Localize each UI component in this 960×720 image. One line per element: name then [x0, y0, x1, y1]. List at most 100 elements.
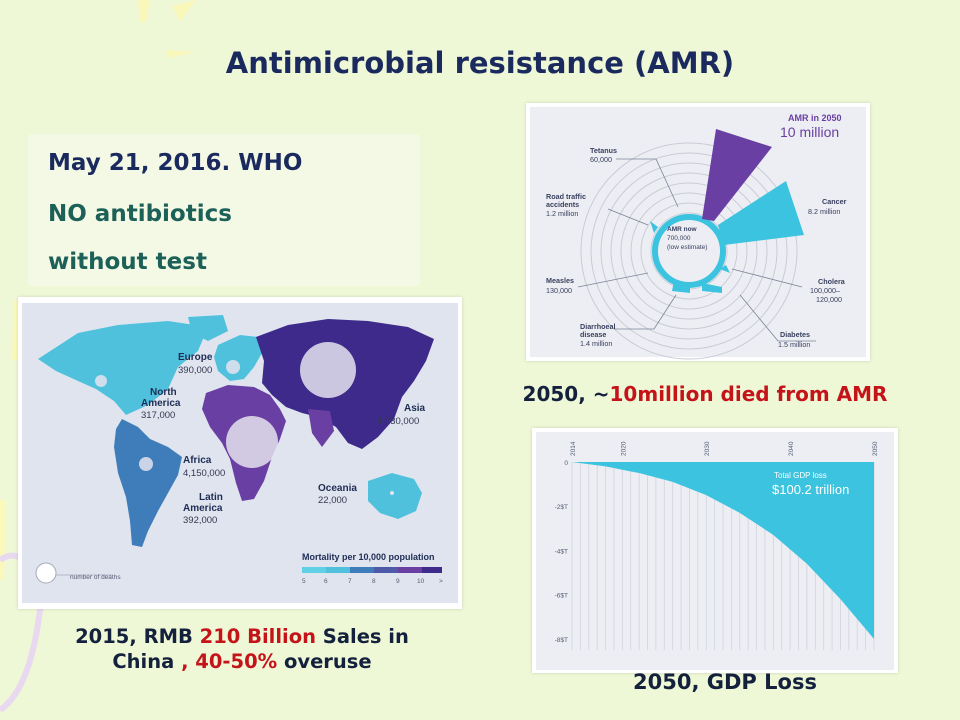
- amr-now-note: (low estimate): [667, 244, 707, 251]
- diabetes-label: Diabetes: [780, 330, 810, 339]
- who-recommendation-line1: NO antibiotics: [48, 201, 232, 227]
- map-caption-part: China: [112, 650, 175, 673]
- who-note-box: [28, 134, 420, 286]
- scale-tick: >: [439, 578, 443, 585]
- europe-deaths: 390,000: [178, 365, 212, 376]
- india-shape: [308, 409, 334, 447]
- map-caption-part: overuse: [277, 650, 372, 673]
- diarrhoea-segment: [672, 281, 690, 293]
- scale-tick: 6: [324, 578, 328, 585]
- who-recommendation-line2: without test: [48, 249, 207, 275]
- north-america-shape: [38, 321, 208, 415]
- latin-america-label-line1: Latin: [199, 492, 223, 503]
- mortality-legend-title: Mortality per 10,000 population: [302, 552, 435, 562]
- bubble-legend-icon: [35, 562, 57, 584]
- gdp-x-tick-label: 2050: [872, 441, 879, 456]
- gdp-caption: 2050, GDP Loss: [633, 670, 817, 694]
- concentric-rings: [580, 142, 798, 360]
- cholera-value: 100,000–: [810, 286, 840, 295]
- scale-tick: 5: [302, 578, 306, 585]
- amr-now-label: AMR now: [667, 226, 698, 233]
- caption-year: 2050, ~: [522, 382, 610, 406]
- cancer-segment: [718, 181, 804, 245]
- north-america-deaths-bubble: [95, 375, 107, 387]
- who-date: May 21, 2016. WHO: [48, 150, 303, 176]
- cholera-label: Cholera: [818, 277, 846, 286]
- cancer-value: 8.2 million: [808, 207, 840, 216]
- gdp-x-tick-label: 2014: [570, 441, 577, 456]
- diabetes-segment: [702, 283, 722, 293]
- amr-comparison-chart: AMR in 2050 10 million AMR now 700,000 (…: [526, 103, 870, 361]
- diarrhoeal-label-line1: Diarrhoeal: [580, 322, 616, 331]
- map-caption-highlight: 210 Billion: [199, 625, 317, 648]
- africa-deaths: 4,150,000: [183, 468, 225, 479]
- asia-label: Asia: [404, 403, 426, 414]
- oceania-deaths: 22,000: [318, 495, 347, 506]
- ring-graphic: AMR in 2050 10 million AMR now 700,000 (…: [530, 107, 866, 360]
- greenland-shape: [188, 315, 228, 341]
- road-traffic-value: 1.2 million: [546, 209, 578, 218]
- europe-label: Europe: [178, 352, 213, 363]
- europe-shape: [214, 335, 262, 381]
- map-caption-part: Sales in: [316, 625, 409, 648]
- amr-2050-title: AMR in 2050: [788, 113, 842, 123]
- amr-2050-segment: [702, 129, 772, 221]
- diarrhoeal-value: 1.4 million: [580, 339, 612, 348]
- oceania-deaths-bubble: [390, 491, 394, 495]
- cancer-label: Cancer: [822, 197, 847, 206]
- world-mortality-map: Europe North America Asia Africa Latin A…: [18, 297, 462, 609]
- cholera-segment: [720, 265, 730, 273]
- road-traffic-label-line2: accidents: [546, 200, 579, 209]
- north-america-label-line1: North: [150, 387, 177, 398]
- ring-chart-caption: 2050, ~10million died from AMR: [490, 382, 920, 406]
- map-caption: 2015, RMB 210 Billion Sales in China , 40…: [40, 624, 444, 674]
- amr-2050-value: 10 million: [780, 124, 839, 140]
- caption-highlight: 10million died from AMR: [609, 382, 888, 406]
- map-caption-part: 2015, RMB: [75, 625, 200, 648]
- mortality-color-scale: [302, 567, 442, 573]
- scale-tick: 7: [348, 578, 352, 585]
- road-traffic-label-line1: Road traffic: [546, 192, 586, 201]
- scale-tick: 10: [417, 578, 425, 585]
- latin-america-shape: [114, 419, 182, 547]
- map-caption-highlight: , 40-50%: [174, 650, 278, 673]
- scale-tick: 9: [396, 578, 400, 585]
- latin-america-deaths-bubble: [139, 457, 153, 471]
- gdp-y-tick-label: -2$T: [555, 504, 568, 511]
- oceania-shape: [368, 473, 422, 519]
- gdp-chart-graphic: 0 -2$T -4$T -6$T -8$T 2014 2020 2030 2040 2050 T…: [536, 432, 894, 670]
- gdp-loss-chart: 0 -2$T -4$T -6$T -8$T 2014 2020 2030 2040 2050 T…: [532, 428, 898, 673]
- europe-deaths-bubble: [226, 360, 240, 374]
- gdp-y-tick-label: -6$T: [555, 593, 568, 600]
- slide-title: Antimicrobial resistance (AMR): [225, 46, 735, 80]
- cholera-value-2: 120,000: [816, 295, 842, 304]
- latin-america-deaths: 392,000: [183, 515, 217, 526]
- tetanus-label: Tetanus: [590, 146, 617, 155]
- road-segment: [650, 221, 658, 233]
- tetanus-value: 60,000: [590, 155, 612, 164]
- measles-label: Measles: [546, 276, 574, 285]
- oceania-label: Oceania: [318, 483, 357, 494]
- latin-america-label-line2: America: [183, 503, 223, 514]
- scale-tick: 8: [372, 578, 376, 585]
- map-graphic: Europe North America Asia Africa Latin A…: [22, 303, 458, 603]
- gdp-y-tick-label: -8$T: [555, 637, 568, 644]
- amr-now-value: 700,000: [667, 235, 691, 242]
- gdp-y-tick-label: 0: [564, 460, 568, 467]
- gdp-annotation-title: Total GDP loss: [774, 471, 827, 480]
- africa-label: Africa: [183, 455, 212, 466]
- asia-deaths-bubble: [300, 342, 356, 398]
- gdp-x-tick-label: 2030: [704, 441, 711, 456]
- gdp-x-tick-label: 2020: [620, 441, 627, 456]
- bubble-legend-label: number of deaths: [70, 574, 121, 581]
- gdp-annotation-value: $100.2 trillion: [772, 482, 849, 497]
- measles-value: 130,000: [546, 286, 572, 295]
- north-america-deaths: 317,000: [141, 410, 175, 421]
- gdp-y-tick-label: -4$T: [555, 548, 568, 555]
- gdp-loss-area: [572, 462, 874, 639]
- gdp-x-tick-label: 2040: [788, 441, 795, 456]
- north-america-label-line2: America: [141, 398, 181, 409]
- asia-deaths: 4,730,000: [377, 416, 419, 427]
- africa-deaths-bubble: [226, 416, 278, 468]
- diarrhoeal-label-line2: disease: [580, 330, 606, 339]
